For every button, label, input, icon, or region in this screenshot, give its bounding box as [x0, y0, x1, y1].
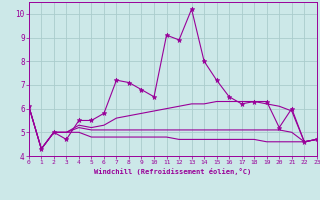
X-axis label: Windchill (Refroidissement éolien,°C): Windchill (Refroidissement éolien,°C) — [94, 168, 252, 175]
